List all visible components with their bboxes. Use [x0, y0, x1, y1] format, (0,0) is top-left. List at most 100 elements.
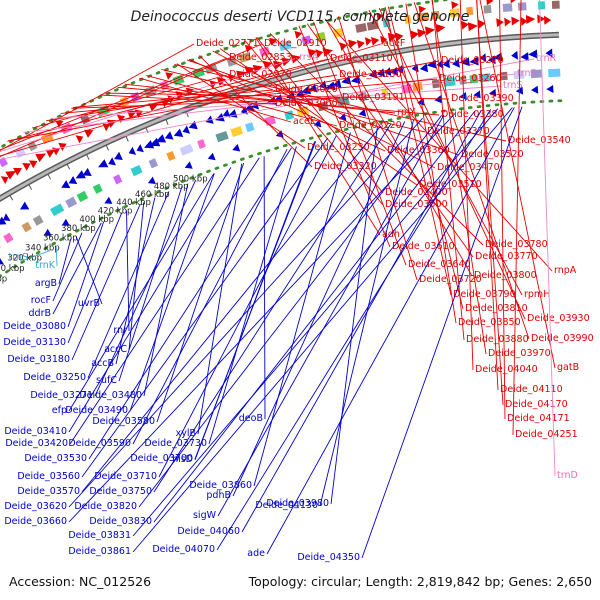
- blue-label-leader: [143, 183, 189, 397]
- reverse-gene-label: Deide_04130: [255, 500, 318, 511]
- reverse-gene-label: sigW: [193, 510, 217, 521]
- forward-gene-arrow: [376, 12, 384, 21]
- kbp-tick-label: 360 kbp: [43, 234, 78, 244]
- red-label-leader: [298, 25, 391, 248]
- reverse-gene-arrow: [520, 52, 529, 62]
- forward-gene-label: trnS: [517, 68, 537, 79]
- forward-gene-label: Deide_03970: [488, 348, 551, 359]
- forward-gene-label: Deide_04110: [500, 384, 563, 395]
- reverse-gene-label: Deide_03710: [94, 471, 157, 482]
- reverse-gene-arrow: [173, 128, 184, 137]
- cog-block-reverse: [148, 158, 159, 169]
- reverse-gene-label: Deide_03410: [4, 426, 67, 437]
- reverse-gene-label: Deide_03620: [4, 501, 67, 512]
- red-label-leader: [337, 16, 418, 281]
- cog-block-reverse: [3, 232, 14, 244]
- reverse-gene-arrow: [61, 218, 70, 226]
- reverse-gene-arrow: [488, 88, 497, 97]
- forward-gene-label: trnD: [557, 470, 578, 481]
- cog-block-forward: [278, 40, 292, 52]
- forward-gene-arrow: [520, 17, 528, 26]
- red-label-leader: [324, 18, 553, 272]
- forward-gene-label: Deide_03790: [453, 289, 516, 300]
- forward-gene-arrow: [371, 36, 380, 46]
- blue-label-leader: [217, 114, 445, 517]
- forward-gene-arrow: [269, 37, 277, 46]
- forward-gene-arrow: [510, 0, 516, 4]
- reverse-gene-label: argB: [35, 278, 57, 289]
- forward-gene-label: Deide_03640: [408, 259, 471, 270]
- forward-gene-arrow: [294, 30, 303, 39]
- forward-gene-label: Deide_03270: [441, 55, 504, 66]
- red-label-leader: [479, 0, 556, 369]
- forward-gene-arrow: [45, 149, 55, 158]
- forward-gene-label: Deide_03400: [385, 187, 448, 198]
- reverse-gene-label: Deide_03420: [5, 438, 68, 449]
- kbp-tick-label: 380 kbp: [61, 224, 96, 234]
- reverse-gene-arrow: [473, 90, 481, 99]
- blue-label-leader: [153, 110, 476, 523]
- red-label-leader: [431, 0, 465, 341]
- red-label-leader: [0, 43, 382, 157]
- blue-label-leader: [87, 191, 170, 379]
- cog-block-forward: [551, 0, 560, 9]
- cog-block-reverse: [0, 240, 1, 254]
- guide-circle-inner: [0, 99, 563, 278]
- cog-block-reverse: [65, 196, 78, 209]
- forward-gene-label: Deide_02853: [229, 52, 292, 63]
- red-label-leader: [31, 74, 228, 129]
- red-label-leader: [198, 55, 313, 168]
- blue-label-leader: [58, 238, 72, 285]
- reverse-gene-arrow: [384, 67, 392, 76]
- forward-gene-arrow: [263, 60, 273, 70]
- reverse-gene-label: Deide_03831: [68, 530, 131, 541]
- red-label-leader: [413, 2, 530, 340]
- blue-label-leader: [194, 141, 316, 461]
- red-label-leader: [60, 78, 438, 114]
- reverse-gene-label: xylB: [176, 428, 196, 439]
- forward-gene-arrow: [418, 5, 426, 14]
- red-label-leader: [124, 83, 396, 114]
- reverse-gene-arrow: [68, 176, 78, 184]
- reverse-gene-label: Deide_03530: [24, 453, 87, 464]
- reverse-gene-label: Deide_03271: [30, 390, 93, 401]
- forward-gene-arrow: [537, 14, 546, 24]
- forward-gene-label: Deide_04040: [475, 364, 538, 375]
- red-label-leader: [50, 85, 502, 119]
- cog-block-reverse: [166, 151, 176, 161]
- red-label-leader: [104, 92, 450, 100]
- cog-block-forward: [483, 4, 492, 14]
- cog-block-reverse: [92, 183, 103, 194]
- forward-gene-arrow: [364, 37, 372, 46]
- red-label-leader: [188, 58, 386, 152]
- kbp-tick-mark: [125, 135, 129, 142]
- forward-gene-arrow: [165, 72, 174, 80]
- forward-gene-arrow: [511, 16, 520, 26]
- forward-gene-label: Deide_03320: [314, 161, 377, 172]
- kbp-tick-label: 280 kbp: [0, 275, 7, 285]
- cog-block-forward: [517, 2, 527, 11]
- reverse-gene-label: Deide_03980: [266, 498, 329, 509]
- forward-gene-arrow: [35, 153, 46, 163]
- forward-gene-label: Deide_03230: [307, 142, 370, 153]
- cog-block-reverse: [32, 214, 44, 226]
- reverse-gene-arrow: [147, 176, 156, 184]
- reverse-gene-arrow: [98, 159, 109, 168]
- cog-block-reverse: [215, 130, 229, 143]
- blue-label-leader: [216, 109, 492, 551]
- map-title: Deinococcus deserti VCD115, complete gen…: [130, 9, 470, 25]
- forward-gene-label: Deide_04251: [515, 429, 578, 440]
- blue-label-leader: [241, 110, 482, 533]
- cog-block-reverse: [245, 122, 255, 133]
- red-label-leader: [255, 37, 381, 236]
- red-label-leader: [212, 50, 436, 169]
- red-label-leader: [387, 6, 464, 310]
- forward-gene-label: Deide_03110: [330, 53, 393, 64]
- forward-gene-label: Deide_03880: [466, 334, 529, 345]
- reverse-gene-arrow: [469, 56, 479, 66]
- reverse-gene-arrow: [43, 228, 52, 236]
- red-label-leader: [269, 33, 484, 246]
- reverse-gene-arrow: [531, 85, 539, 94]
- reverse-gene-arrow: [479, 53, 487, 63]
